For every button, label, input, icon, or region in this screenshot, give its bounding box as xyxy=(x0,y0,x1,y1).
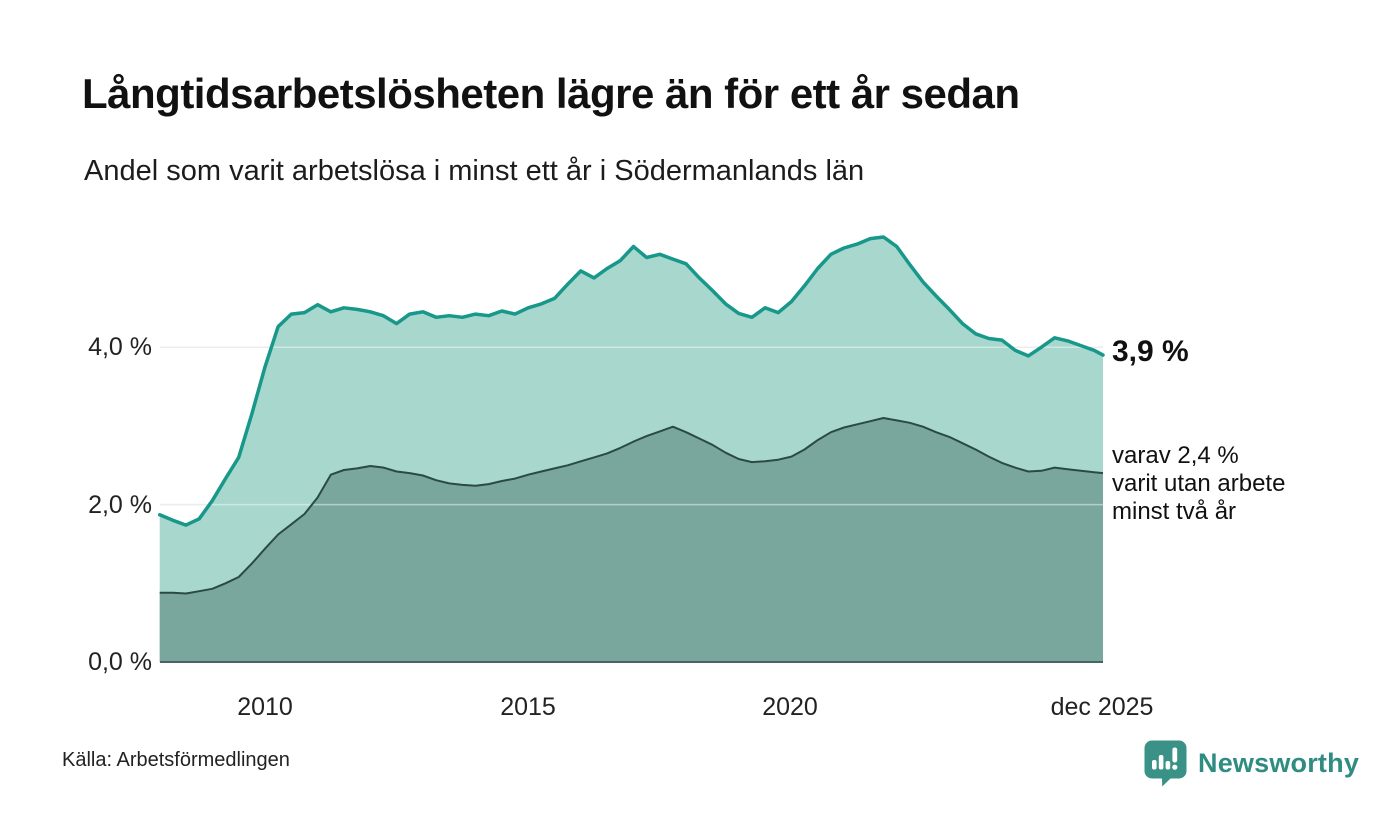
source-note: Källa: Arbetsförmedlingen xyxy=(62,749,290,771)
breakdown-line-3: minst två år xyxy=(1112,498,1237,525)
brand-lockup: Newsworthy xyxy=(1143,738,1359,788)
area-fill-two-year xyxy=(159,418,1103,662)
logo-bars-icon xyxy=(1152,747,1178,770)
gridlines-over xyxy=(160,346,1103,506)
y-tick-2: 2,0 % xyxy=(88,491,152,519)
y-tick-4: 4,0 % xyxy=(88,333,152,361)
breakdown-line-2: varit utan arbete xyxy=(1112,470,1286,497)
brand-name: Newsworthy xyxy=(1198,747,1360,778)
breakdown-annotation: varav 2,4 % varit utan arbete minst två … xyxy=(1112,442,1285,526)
y-tick-0: 0,0 % xyxy=(88,648,152,676)
x-tick-2015: 2015 xyxy=(500,693,556,721)
x-tick-2020: 2020 xyxy=(762,693,818,721)
x-tick-dec-2025: dec 2025 xyxy=(1050,693,1154,721)
x-tick-2010: 2010 xyxy=(237,693,293,721)
latest-value-label: 3,9 % xyxy=(1112,335,1189,368)
line-two-year xyxy=(159,417,1104,595)
line-total xyxy=(157,235,1105,527)
chart-subtitle: Andel som varit arbetslösa i minst ett å… xyxy=(84,155,865,187)
page-title: Långtidsarbetslösheten lägre än för ett … xyxy=(82,70,1020,117)
breakdown-line-1: varav 2,4 % xyxy=(1112,442,1239,469)
newsworthy-logo-icon xyxy=(1144,740,1187,787)
